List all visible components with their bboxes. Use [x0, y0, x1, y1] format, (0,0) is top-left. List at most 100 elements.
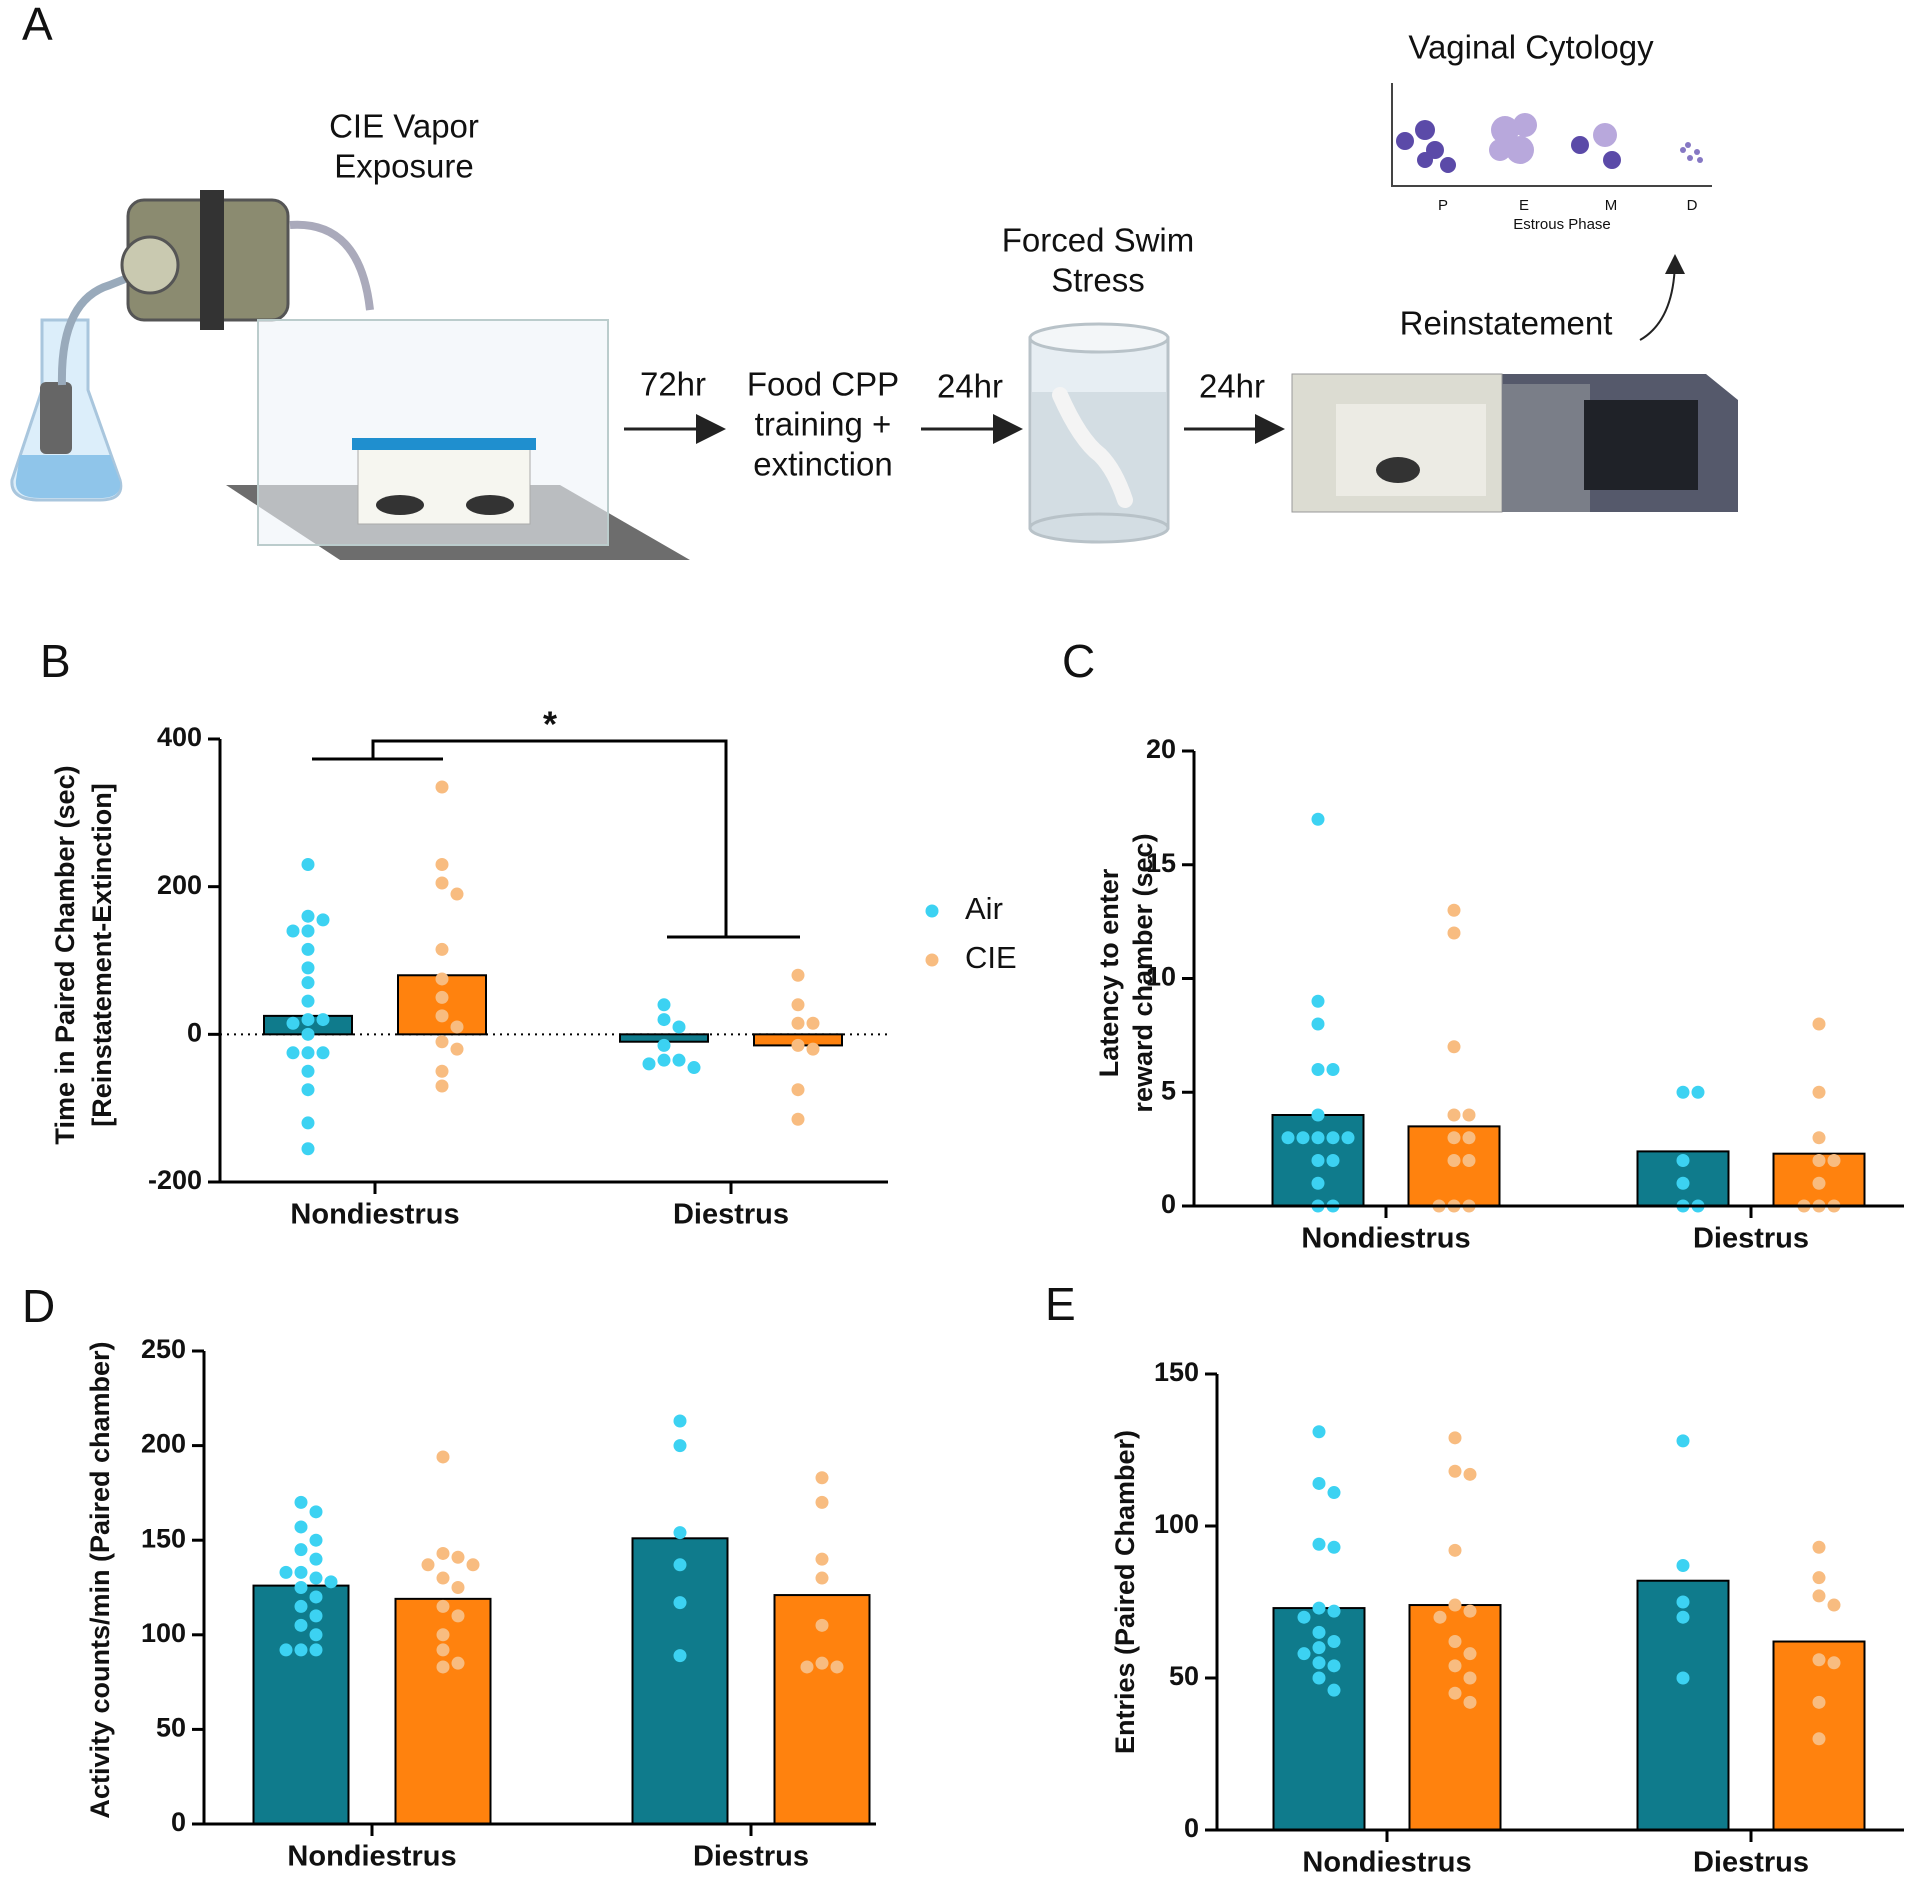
bar — [1772, 1640, 1866, 1832]
data-point — [435, 858, 449, 872]
data-point — [1448, 1431, 1462, 1445]
data-point — [451, 1550, 465, 1564]
phase-label: P — [1438, 197, 1448, 214]
cells-e — [1489, 113, 1537, 164]
data-point — [1463, 1695, 1477, 1709]
step-label: Food CPP — [747, 366, 899, 403]
data-point — [301, 976, 315, 990]
data-point — [450, 887, 464, 901]
step-label: extinction — [753, 446, 892, 483]
y-axis-label: Entries (Paired Chamber) — [1110, 1430, 1140, 1754]
data-point — [1312, 1656, 1326, 1670]
data-point — [672, 1053, 686, 1067]
data-point — [324, 1575, 338, 1589]
y-tick-label: 200 — [157, 870, 202, 900]
data-point — [1312, 1641, 1326, 1655]
axes — [202, 1351, 876, 1826]
data-point — [1812, 1571, 1826, 1585]
data-point — [436, 1450, 450, 1464]
y-tick-label: 0 — [1161, 1189, 1176, 1219]
data-point — [1812, 1085, 1826, 1099]
data-point — [436, 1571, 450, 1585]
data-point — [309, 1628, 323, 1642]
data-point — [1812, 1176, 1826, 1190]
data-point — [435, 876, 449, 890]
data-point — [1326, 1063, 1340, 1076]
data-point — [1447, 926, 1461, 940]
data-point — [301, 1064, 315, 1078]
y-tick-label: -200 — [148, 1165, 202, 1195]
phase-axis-label: Estrous Phase — [1513, 216, 1611, 233]
significance-bracket — [312, 739, 800, 939]
data-point — [1297, 1610, 1311, 1624]
panel-letter: D — [22, 1280, 55, 1332]
x-tick-label: Diestrus — [1693, 1223, 1809, 1255]
data-point — [815, 1471, 829, 1485]
data-point — [1463, 1604, 1477, 1618]
data-point — [1311, 1017, 1325, 1031]
data-point — [1812, 1695, 1826, 1709]
data-point — [1448, 1598, 1462, 1612]
data-point — [316, 1013, 330, 1027]
tube — [57, 271, 137, 386]
data-point — [294, 1581, 308, 1594]
y-tick-label: 15 — [1146, 848, 1176, 878]
cage-lid — [352, 438, 536, 450]
data-point — [1812, 1017, 1826, 1031]
data-point — [436, 1599, 450, 1613]
data-point — [1311, 1176, 1325, 1190]
axes — [1192, 751, 1904, 1208]
chart: E Entries (Paired Chamber) 0 50 100 150 Nondie… — [1045, 1278, 1904, 1879]
data-point — [436, 1643, 450, 1657]
data-point — [642, 1057, 656, 1071]
legend-label: CIE — [965, 940, 1017, 975]
data-point — [466, 1558, 480, 1572]
data-point — [806, 1042, 820, 1056]
bar — [773, 1594, 871, 1825]
x-tick-label: Nondiestrus — [1301, 1223, 1470, 1255]
data-point — [1448, 1686, 1462, 1700]
data-point — [1312, 1476, 1326, 1490]
data-point — [301, 1046, 315, 1060]
data-point — [436, 1546, 450, 1560]
data-point — [451, 1656, 465, 1670]
data-point — [1311, 812, 1325, 826]
chart: B Time in Paired Chamber (sec) [Reinstatem… — [40, 635, 1017, 1231]
data-point — [1676, 1176, 1690, 1190]
data-point — [672, 1020, 686, 1034]
y-tick-label: 0 — [187, 1017, 202, 1047]
legend-marker — [925, 953, 939, 967]
data-point — [673, 1526, 687, 1540]
data-point — [294, 1543, 308, 1557]
data-point — [1463, 1671, 1477, 1685]
data-point — [1326, 1154, 1340, 1167]
data-point — [435, 1035, 449, 1049]
data-point — [673, 1558, 687, 1572]
data-point — [1462, 1108, 1476, 1122]
y-tick-label: 10 — [1146, 962, 1176, 992]
data-point — [301, 942, 315, 956]
data-point — [1462, 1131, 1476, 1145]
data-point — [301, 1027, 315, 1041]
data-point — [815, 1552, 829, 1566]
step-label: Forced Swim — [1002, 222, 1195, 259]
data-point — [286, 1046, 300, 1060]
axes — [218, 739, 888, 1184]
data-point — [1341, 1131, 1355, 1145]
data-point — [815, 1618, 829, 1632]
axes — [1215, 1374, 1904, 1832]
data-point — [294, 1520, 308, 1534]
data-point — [1281, 1131, 1295, 1145]
interval-label: 72hr — [640, 366, 706, 403]
y-tick-label: 250 — [141, 1334, 186, 1364]
x-tick-label: Diestrus — [673, 1199, 789, 1231]
data-point — [657, 1053, 671, 1067]
data-point — [1327, 1486, 1341, 1500]
data-point — [791, 1038, 805, 1052]
data-point — [800, 1660, 814, 1674]
panel-letter: A — [22, 0, 53, 50]
data-point — [657, 998, 671, 1012]
data-point — [1327, 1683, 1341, 1697]
data-point — [279, 1565, 293, 1579]
data-point — [1676, 1595, 1690, 1609]
